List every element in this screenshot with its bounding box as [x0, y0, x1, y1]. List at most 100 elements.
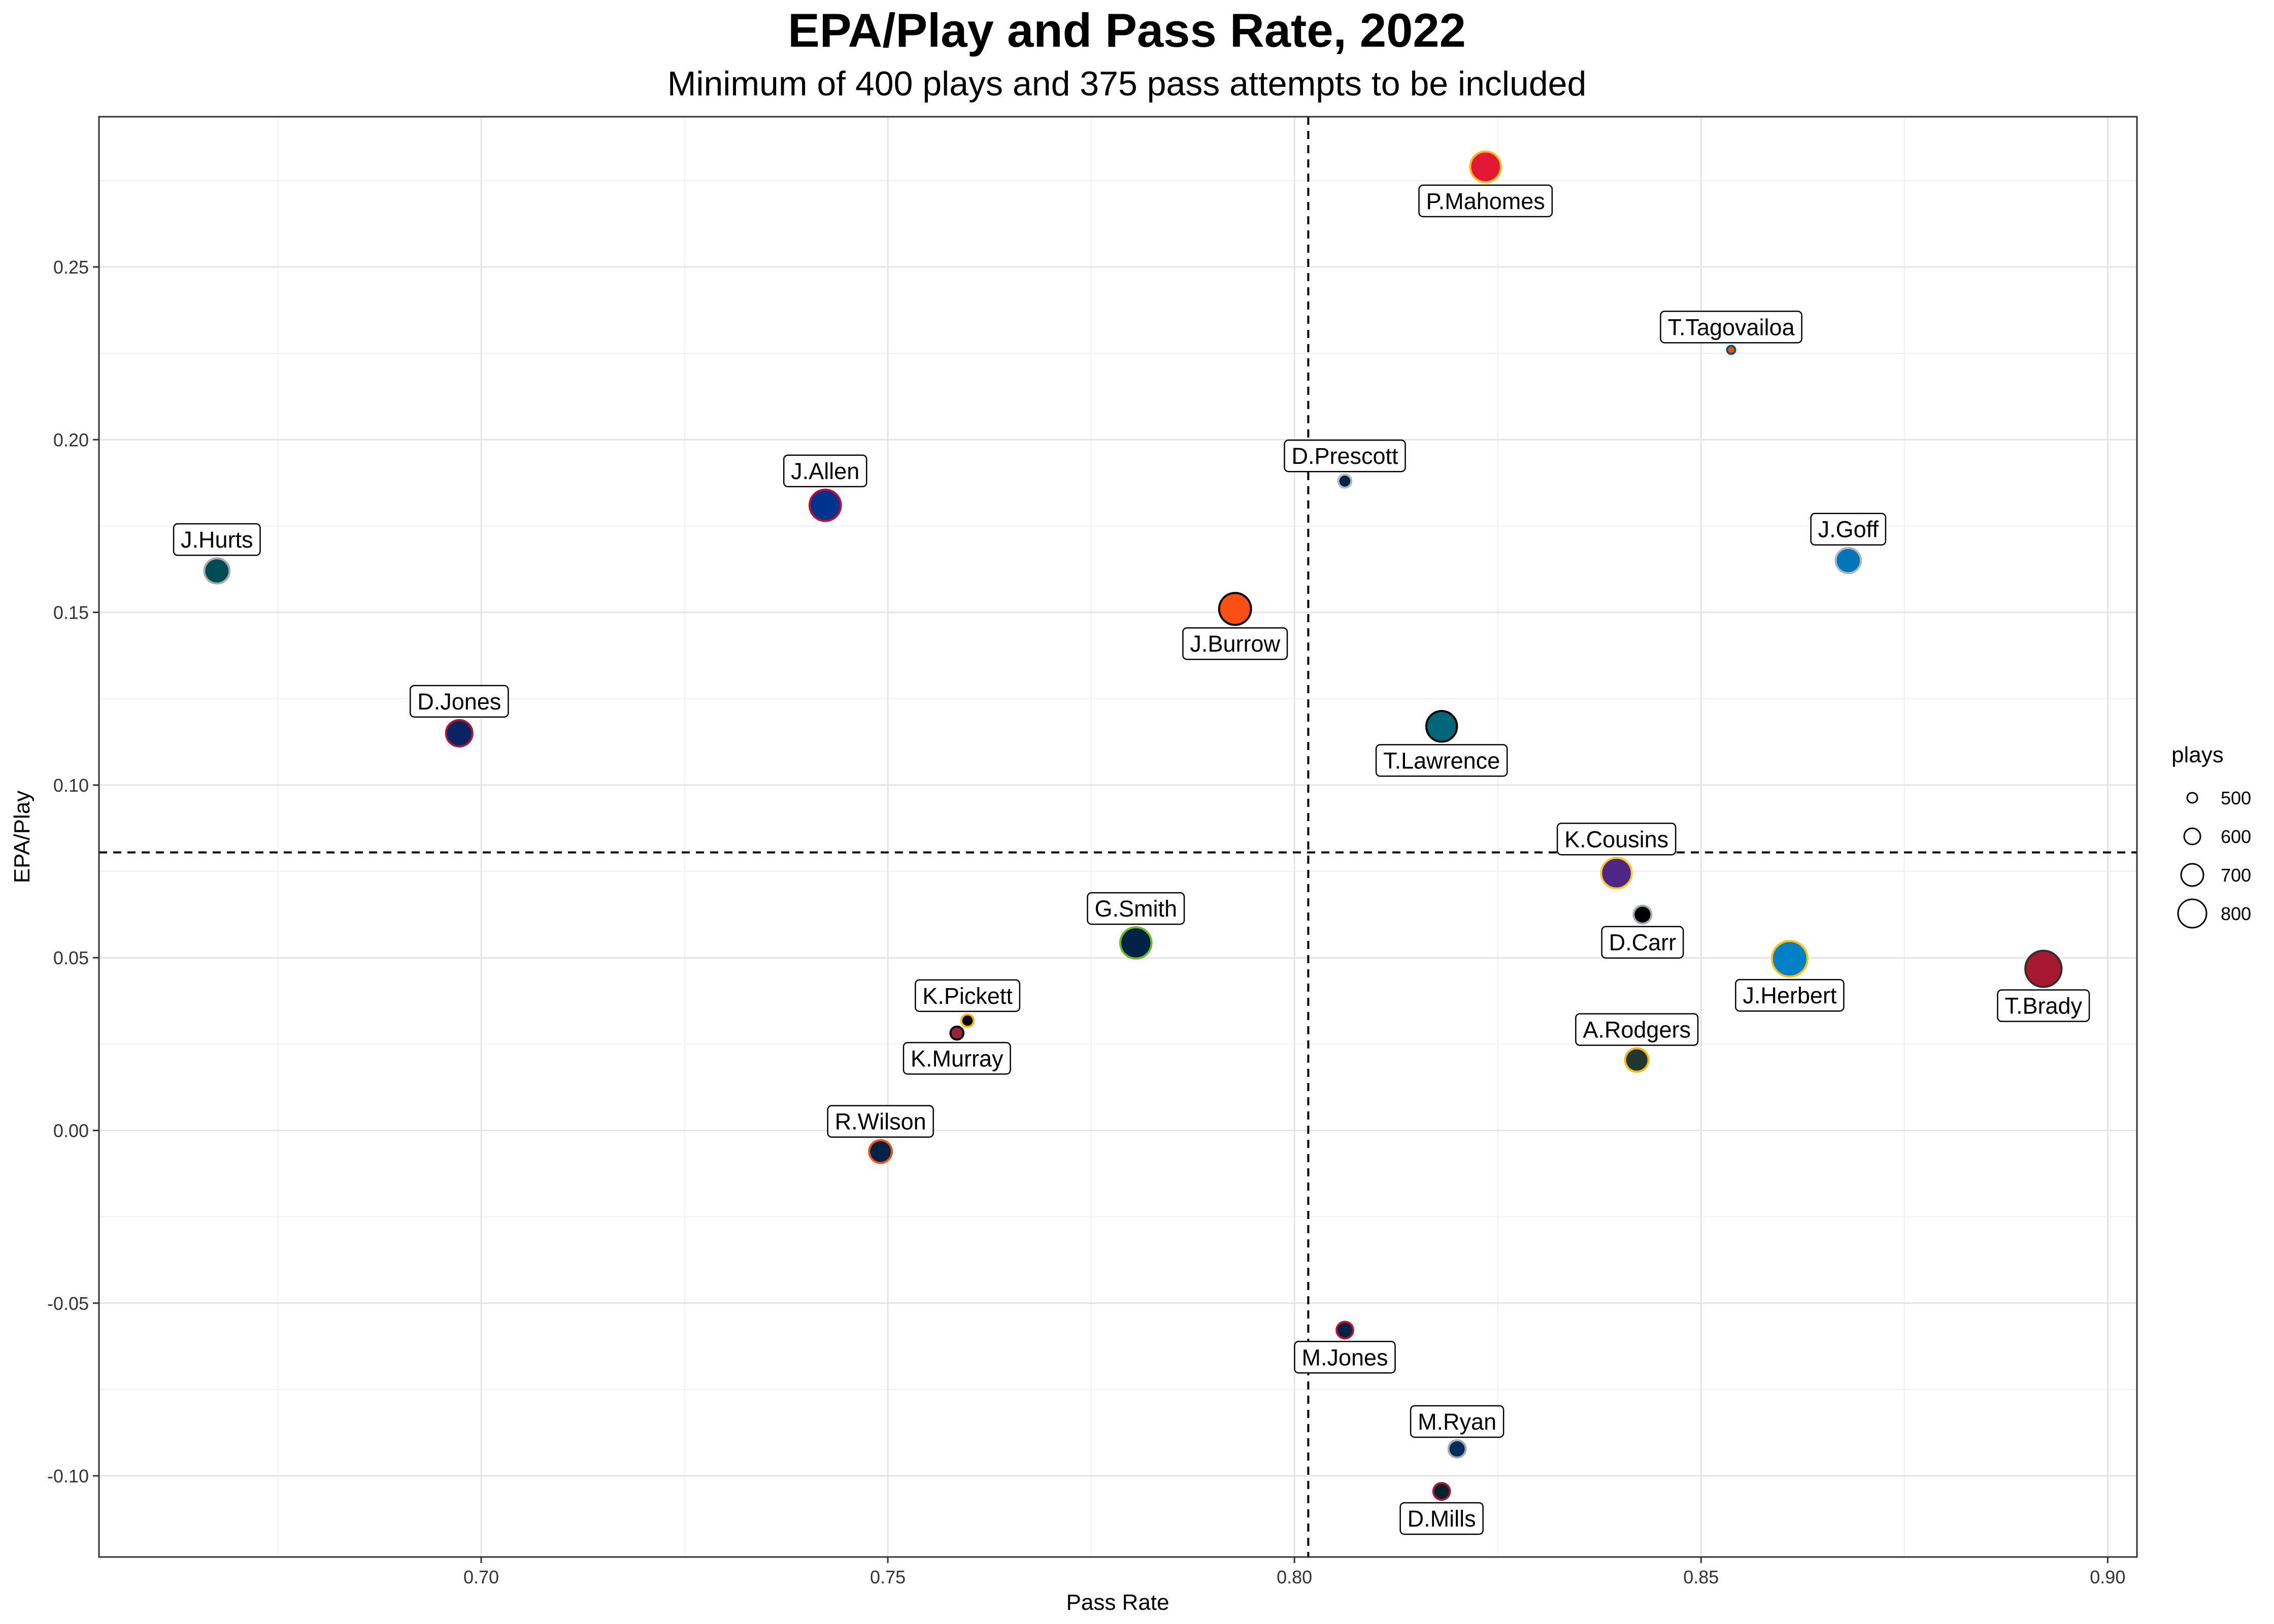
- point-label: T.Tagovailoa: [1660, 311, 1802, 344]
- point-label: R.Wilson: [827, 1105, 934, 1138]
- x-tick-label: 0.90: [2090, 1567, 2125, 1587]
- point-label-box: [1410, 1405, 1504, 1438]
- point-label: J.Hurts: [173, 523, 261, 556]
- grid-minor: [99, 117, 2137, 1557]
- point-label: J.Herbert: [1735, 978, 1845, 1012]
- data-point: [1726, 345, 1736, 355]
- point-label-box: [915, 979, 1021, 1012]
- y-tick-label: 0.10: [53, 775, 89, 796]
- data-point: [1119, 926, 1153, 960]
- chart-subtitle: Minimum of 400 plays and 375 pass attemp…: [667, 64, 1587, 103]
- point-label: T.Brady: [1997, 989, 2090, 1022]
- point-label: A.Rodgers: [1575, 1013, 1699, 1046]
- data-point: [1632, 904, 1653, 925]
- legend-title: plays: [2171, 742, 2224, 767]
- point-label: D.Mills: [1399, 1502, 1484, 1535]
- data-point: [203, 557, 231, 585]
- x-tick-label: 0.85: [1683, 1567, 1719, 1587]
- legend-key: [2177, 898, 2208, 929]
- data-point: [1600, 857, 1633, 890]
- point-label-box: [1399, 1502, 1484, 1535]
- data-point: [1218, 592, 1252, 626]
- point-label-text: A.Rodgers: [1583, 1017, 1691, 1043]
- point-label-text: J.Burrow: [1190, 631, 1280, 657]
- point-label-text: T.Brady: [2004, 993, 2082, 1019]
- point-label-text: K.Pickett: [922, 983, 1013, 1009]
- y-tick-label: 0.25: [53, 257, 89, 278]
- data-point: [2024, 950, 2063, 988]
- point-label-text: K.Murray: [911, 1045, 1004, 1071]
- data-point: [1335, 1321, 1354, 1340]
- x-tick-label: 0.70: [463, 1567, 499, 1587]
- point-label-box: [783, 454, 867, 488]
- point-label-text: G.Smith: [1094, 896, 1177, 922]
- data-point: [1337, 473, 1353, 489]
- data-point: [949, 1025, 965, 1041]
- point-label: D.Prescott: [1284, 439, 1406, 472]
- point-label: G.Smith: [1087, 892, 1185, 925]
- point-label: K.Murray: [902, 1042, 1011, 1075]
- y-tick-label: -0.10: [47, 1466, 89, 1486]
- point-label-box: [1997, 989, 2090, 1022]
- chart-title: EPA/Play and Pass Rate, 2022: [788, 4, 1466, 57]
- point-label-text: R.Wilson: [835, 1109, 926, 1135]
- data-point: [1425, 710, 1458, 743]
- point-label-text: D.Carr: [1609, 930, 1677, 956]
- point-label-text: P.Mahomes: [1426, 188, 1545, 214]
- point-label-text: D.Prescott: [1291, 443, 1398, 469]
- point-label-box: [1418, 184, 1553, 218]
- data-point: [808, 488, 842, 522]
- point-label-text: T.Tagovailoa: [1667, 314, 1795, 340]
- point-label-text: T.Lawrence: [1383, 748, 1500, 773]
- point-label-text: J.Hurts: [181, 527, 253, 553]
- point-label-box: [1294, 1341, 1396, 1374]
- point-label: K.Cousins: [1556, 823, 1677, 856]
- x-tick-label: 0.80: [1277, 1567, 1312, 1587]
- legend-key: [2183, 827, 2201, 845]
- point-label-text: J.Herbert: [1743, 983, 1837, 1008]
- y-axis-label: EPA/Play: [10, 791, 35, 884]
- point-label-text: K.Cousins: [1564, 826, 1668, 852]
- point-label-box: [1601, 926, 1684, 959]
- plot-panel: [99, 117, 2137, 1557]
- point-label: J.Goff: [1810, 513, 1887, 546]
- point-label-text: M.Ryan: [1418, 1409, 1496, 1435]
- point-label-box: [1182, 627, 1288, 660]
- x-tick-label: 0.75: [870, 1567, 906, 1587]
- point-label-box: [1660, 311, 1802, 344]
- point-label-box: [1575, 1013, 1699, 1046]
- point-label-text: M.Jones: [1301, 1344, 1388, 1370]
- point-label-text: D.Mills: [1408, 1506, 1476, 1532]
- point-label: J.Allen: [783, 454, 867, 488]
- point-label-text: D.Jones: [417, 689, 501, 715]
- data-point: [1469, 150, 1502, 183]
- data-point: [1834, 547, 1862, 574]
- data-point: [1624, 1047, 1650, 1073]
- data-point: [445, 719, 474, 748]
- data-point: [868, 1139, 893, 1164]
- y-tick-label: 0.15: [53, 602, 89, 623]
- data-points: [203, 150, 2063, 1501]
- legend-label: 500: [2221, 788, 2251, 808]
- y-tick-label: 0.00: [53, 1120, 89, 1141]
- point-label: J.Burrow: [1182, 627, 1288, 660]
- legend-label: 800: [2221, 903, 2251, 924]
- y-tick-label: -0.05: [47, 1293, 89, 1314]
- point-label: D.Carr: [1601, 926, 1684, 959]
- point-label-box: [409, 685, 509, 718]
- reference-lines: [99, 117, 2137, 1557]
- point-label-box: [1735, 978, 1845, 1012]
- point-label-box: [1375, 744, 1508, 777]
- data-point: [960, 1013, 975, 1028]
- point-label: K.Pickett: [915, 979, 1021, 1012]
- legend-key: [2180, 863, 2204, 887]
- x-axis-label: Pass Rate: [1066, 1590, 1169, 1615]
- point-label-box: [1284, 439, 1406, 472]
- point-label-box: [827, 1105, 934, 1138]
- point-label-text: J.Goff: [1818, 517, 1879, 543]
- point-label-box: [173, 523, 261, 556]
- point-label-box: [1556, 823, 1677, 856]
- y-axis-ticks: -0.10 -0.05 0.00 0.05 0.10 0.15 0.20 0.25: [47, 257, 99, 1486]
- point-label: M.Ryan: [1410, 1405, 1504, 1438]
- point-label-box: [1810, 513, 1887, 546]
